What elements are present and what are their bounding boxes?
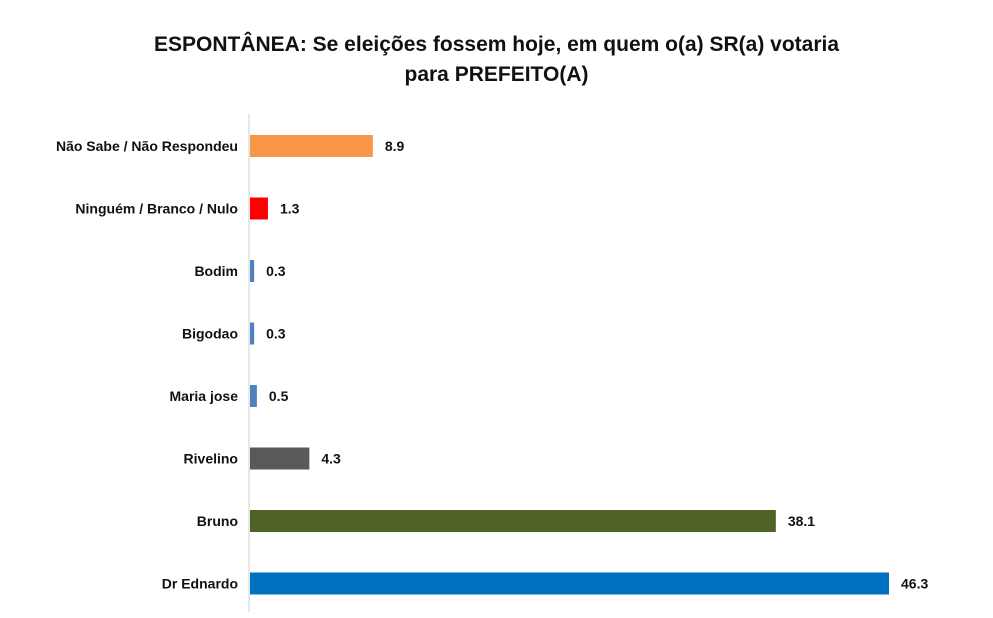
data-label: 46.3 [901,576,928,592]
data-label: 0.3 [266,326,286,342]
chart-title-line-1: ESPONTÂNEA: Se eleições fossem hoje, em … [153,33,840,56]
bar [250,322,255,345]
data-label: 8.9 [385,138,405,154]
bar [250,197,268,220]
data-label: 38.1 [788,513,815,529]
category-label: Bigodao [182,326,238,342]
data-label: 0.5 [269,388,289,404]
bar [250,510,776,532]
chart-title-line-2: para PREFEITO(A) [404,63,589,86]
bar [250,135,373,157]
category-label: Dr Ednardo [162,576,238,592]
bar [250,260,255,282]
category-label: Bodim [194,263,238,279]
category-label: Não Sabe / Não Respondeu [56,138,238,154]
category-label: Maria jose [170,388,239,404]
bar [250,385,257,407]
data-label: 4.3 [321,451,341,467]
category-label: Bruno [197,513,238,529]
data-label: 1.3 [280,201,300,217]
bar [250,447,310,470]
category-label: Ninguém / Branco / Nulo [75,201,238,217]
category-label: Rivelino [184,451,238,467]
data-label: 0.3 [266,263,286,279]
chart-title: ESPONTÂNEA: Se eleições fossem hoje, em … [0,30,993,90]
bar [250,572,889,595]
